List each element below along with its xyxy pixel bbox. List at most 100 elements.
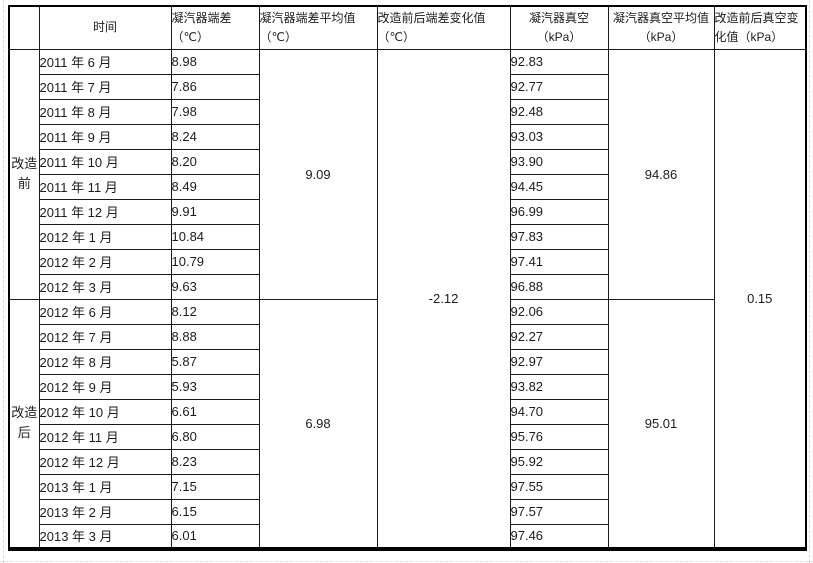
time-cell: 2012 年 1 月 <box>38 223 172 250</box>
vacuum-cell: 93.03 <box>509 123 609 150</box>
header-terminal-diff-avg-title: 凝汽器端差平均值 <box>259 10 356 25</box>
terminal-diff-cell: 5.87 <box>170 348 260 375</box>
group-label-after: 改造后 <box>8 298 40 550</box>
vacuum-cell: 97.57 <box>509 498 609 525</box>
terminal-diff-cell: 10.84 <box>170 223 260 250</box>
time-cell: 2012 年 8 月 <box>38 348 172 375</box>
table-row: 2012 年 10 月 6.61 94.70 <box>9 398 806 425</box>
vacuum-cell: 97.83 <box>509 223 609 250</box>
time-cell: 2013 年 3 月 <box>38 523 172 550</box>
page-gridline-left <box>3 0 4 563</box>
table-row: 2012 年 11 月 6.80 95.76 <box>9 423 806 450</box>
page-gridline-bottom <box>0 561 813 562</box>
time-cell: 2013 年 2 月 <box>38 498 172 525</box>
vacuum-cell: 92.27 <box>509 323 609 350</box>
terminal-diff-cell: 6.01 <box>170 523 260 550</box>
header-terminal-diff-avg: 凝汽器端差平均值 （℃） <box>258 5 378 50</box>
header-vacuum: 凝汽器真空 （kPa） <box>509 5 609 50</box>
table-row: 2011 年 7 月 7.86 92.77 <box>9 73 806 100</box>
table-row: 2011 年 8 月 7.98 92.48 <box>9 98 806 125</box>
header-diff-change: 改造前后端差变化值 （℃） <box>376 5 511 50</box>
header-vacuum-avg-unit: （kPa） <box>638 29 684 44</box>
table-row: 2012 年 12 月 8.23 95.92 <box>9 448 806 475</box>
terminal-diff-cell: 8.24 <box>170 123 260 150</box>
header-terminal-diff: 凝汽器端差 （℃） <box>170 5 260 50</box>
header-row: 时间 凝汽器端差 （℃） 凝汽器端差平均值 （℃） 改造前后端差变化值 （℃） … <box>8 5 807 50</box>
header-terminal-diff-avg-unit: （℃） <box>259 29 297 44</box>
terminal-diff-cell: 5.93 <box>170 373 260 400</box>
time-cell: 2011 年 12 月 <box>38 198 172 225</box>
time-cell: 2012 年 6 月 <box>38 298 172 325</box>
header-terminal-diff-unit: （℃） <box>171 29 209 44</box>
terminal-diff-cell: 9.63 <box>170 273 260 300</box>
terminal-diff-avg-before: 9.09 <box>258 48 378 300</box>
terminal-diff-cell: 8.98 <box>170 48 260 75</box>
header-vacuum-unit: （kPa） <box>536 29 582 44</box>
terminal-diff-cell: 8.12 <box>170 298 260 325</box>
vacuum-avg-after: 95.01 <box>607 298 715 550</box>
table-row: 2011 年 11 月 8.49 94.45 <box>9 173 806 200</box>
vacuum-cell: 95.92 <box>509 448 609 475</box>
header-terminal-diff-title: 凝汽器端差 <box>171 10 232 25</box>
table-row: 2011 年 10 月 8.20 93.90 <box>9 148 806 175</box>
header-vacuum-avg-title: 凝汽器真空平均值 <box>612 10 709 25</box>
terminal-diff-cell: 8.88 <box>170 323 260 350</box>
table-row: 2012 年 9 月 5.93 93.82 <box>9 373 806 400</box>
time-cell: 2012 年 2 月 <box>38 248 172 275</box>
terminal-diff-cell: 8.49 <box>170 173 260 200</box>
table-row: 改造前 2011 年 6 月 8.98 9.09 -2.12 92.83 94.… <box>8 48 807 550</box>
time-cell: 2012 年 7 月 <box>38 323 172 350</box>
terminal-diff-cell: 8.23 <box>170 448 260 475</box>
header-diff-change-title: 改造前后端差变化值 <box>377 10 486 25</box>
vacuum-cell: 93.82 <box>509 373 609 400</box>
vacuum-cell: 94.70 <box>509 398 609 425</box>
vacuum-cell: 97.55 <box>509 473 609 500</box>
time-cell: 2012 年 3 月 <box>38 273 172 300</box>
table-row: 2013 年 2 月 6.15 97.57 <box>9 498 806 525</box>
table-row: 2011 年 9 月 8.24 93.03 <box>9 123 806 150</box>
time-cell: 2012 年 11 月 <box>38 423 172 450</box>
time-cell: 2011 年 9 月 <box>38 123 172 150</box>
vacuum-cell: 92.48 <box>509 98 609 125</box>
header-diff-change-unit: （℃） <box>377 29 415 44</box>
vacuum-change-value: 0.15 <box>713 48 807 550</box>
table-row: 2013 年 3 月 6.01 97.46 <box>9 523 806 550</box>
terminal-diff-cell: 7.15 <box>170 473 260 500</box>
header-vacuum-avg: 凝汽器真空平均值 （kPa） <box>607 5 715 50</box>
terminal-diff-cell: 10.79 <box>170 248 260 275</box>
vacuum-cell: 93.90 <box>509 148 609 175</box>
table-row: 2012 年 3 月 9.63 96.88 <box>9 273 806 300</box>
vacuum-cell: 96.99 <box>509 198 609 225</box>
time-cell: 2013 年 1 月 <box>38 473 172 500</box>
terminal-diff-cell: 9.91 <box>170 198 260 225</box>
time-cell: 2011 年 6 月 <box>38 48 172 75</box>
table-row: 2013 年 1 月 7.15 97.55 <box>9 473 806 500</box>
vacuum-cell: 96.88 <box>509 273 609 300</box>
vacuum-avg-before: 94.86 <box>607 48 715 300</box>
terminal-diff-cell: 6.80 <box>170 423 260 450</box>
vacuum-cell: 92.83 <box>509 48 609 75</box>
time-cell: 2012 年 9 月 <box>38 373 172 400</box>
vacuum-cell: 94.45 <box>509 173 609 200</box>
time-cell: 2012 年 10 月 <box>38 398 172 425</box>
time-cell: 2012 年 12 月 <box>38 448 172 475</box>
terminal-diff-avg-after: 6.98 <box>258 298 378 550</box>
condenser-performance-table: 时间 凝汽器端差 （℃） 凝汽器端差平均值 （℃） 改造前后端差变化值 （℃） … <box>8 5 807 551</box>
terminal-diff-cell: 6.15 <box>170 498 260 525</box>
group-label-before: 改造前 <box>8 48 40 300</box>
vacuum-cell: 97.46 <box>509 523 609 550</box>
terminal-diff-cell: 6.61 <box>170 398 260 425</box>
time-cell: 2011 年 8 月 <box>38 98 172 125</box>
header-time: 时间 <box>38 5 172 50</box>
header-group <box>8 5 40 50</box>
table-row: 2012 年 1 月 10.84 97.83 <box>9 223 806 250</box>
time-cell: 2011 年 11 月 <box>38 173 172 200</box>
vacuum-cell: 92.06 <box>509 298 609 325</box>
vacuum-cell: 95.76 <box>509 423 609 450</box>
page-gridline-right <box>809 0 810 563</box>
diff-change-value: -2.12 <box>376 48 511 550</box>
terminal-diff-cell: 7.98 <box>170 98 260 125</box>
table-row: 2011 年 12 月 9.91 96.99 <box>9 198 806 225</box>
vacuum-cell: 92.97 <box>509 348 609 375</box>
table-row: 2012 年 7 月 8.88 92.27 <box>9 323 806 350</box>
